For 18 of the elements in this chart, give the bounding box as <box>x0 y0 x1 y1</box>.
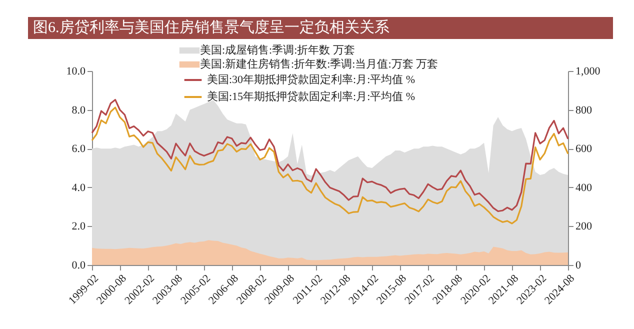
y2-tick-label: 0 <box>576 260 582 272</box>
legend-label: 美国:15年期抵押贷款固定利率:月:平均值 % <box>207 90 416 103</box>
y2-tick-label: 400 <box>576 182 592 194</box>
y-tick-label: 0.0 <box>72 260 86 272</box>
y2-tick-label: 200 <box>576 220 592 233</box>
y-tick-label: 4.0 <box>72 182 86 194</box>
y2-tick-label: 600 <box>576 143 592 156</box>
y-tick-label: 8.0 <box>72 104 86 116</box>
y2-tick-label: 1,000 <box>576 66 601 78</box>
y-tick-label: 10.0 <box>66 66 86 78</box>
y-tick-label: 2.0 <box>72 220 86 233</box>
legend-label: 美国:新建住房销售:折年数:季调:当月值:万套 万套 <box>200 58 438 70</box>
legend-label: 美国:成屋销售:季调:折年数 万套 <box>200 44 355 56</box>
y2-tick-label: 800 <box>576 104 592 116</box>
line-series <box>91 106 569 224</box>
legend-label: 美国:30年期抵押贷款固定利率:月:平均值 % <box>207 73 416 86</box>
chart-title: 图6.房贷利率与美国住房销售景气度呈一定负相关关系 <box>28 17 613 39</box>
y-tick-label: 6.0 <box>72 143 86 156</box>
